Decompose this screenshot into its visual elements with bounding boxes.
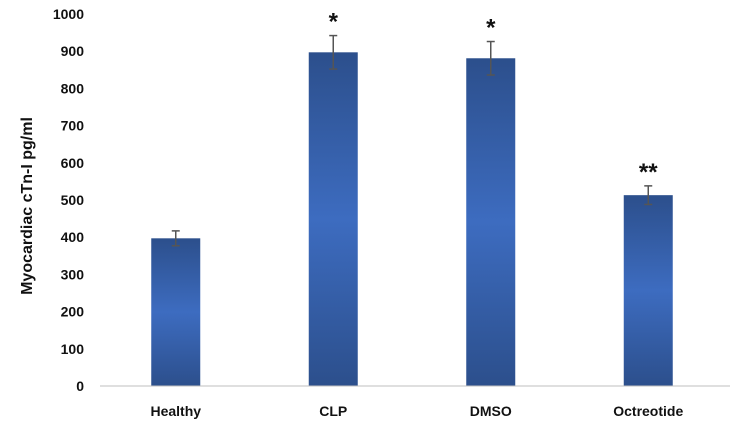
error-bar-octreotide (644, 185, 653, 206)
y-axis-title: Myocardiac cTn-I pg/ml (19, 117, 36, 295)
y-axis-ticks: 0 100 200 300 400 500 600 700 800 900 1000 (53, 6, 84, 394)
x-category-label: Octreotide (613, 403, 683, 419)
significance-marker: * (486, 15, 496, 42)
significance-marker: * (329, 9, 339, 36)
y-tick-label: 100 (61, 341, 85, 357)
bar-octreotide (623, 195, 673, 386)
significance-annotations: * *** (329, 9, 659, 186)
y-tick-label: 400 (61, 229, 85, 245)
y-tick-label: 900 (61, 43, 85, 59)
y-tick-label: 500 (61, 192, 85, 208)
error-bar-healthy (171, 230, 180, 247)
y-tick-label: 600 (61, 155, 85, 171)
significance-marker: ** (639, 159, 658, 186)
x-axis-labels: Healthy CLP DMSO Octreotide (150, 403, 683, 419)
error-bar-dmso (486, 40, 495, 76)
y-tick-label: 200 (61, 304, 85, 320)
y-tick-label: 1000 (53, 6, 84, 22)
y-tick-label: 300 (61, 266, 85, 282)
bars (151, 52, 673, 386)
bar-clp (308, 52, 358, 386)
x-category-label: DMSO (470, 403, 512, 419)
y-tick-label: 800 (61, 80, 85, 96)
bar-dmso (466, 58, 516, 386)
x-category-label: Healthy (150, 403, 201, 419)
error-bar-clp (329, 34, 338, 70)
y-tick-label: 700 (61, 118, 85, 134)
bar-healthy (151, 238, 201, 386)
y-tick-label: 0 (76, 378, 84, 394)
error-bars (171, 34, 653, 247)
x-category-label: CLP (319, 403, 347, 419)
